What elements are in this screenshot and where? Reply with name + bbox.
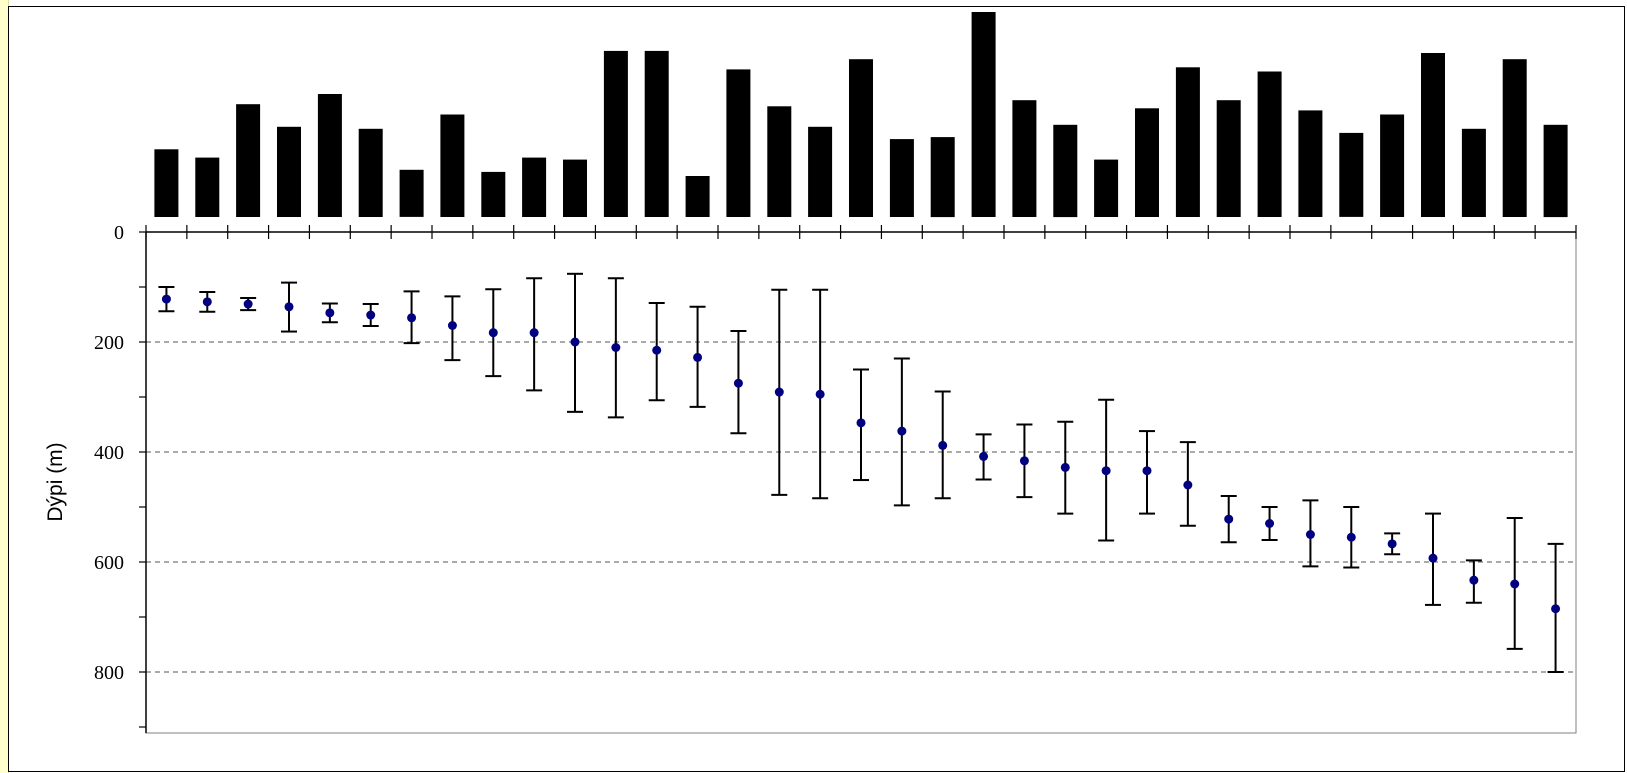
point-series xyxy=(161,294,1561,614)
axes: 0 200 400 600 800 xyxy=(94,222,1577,733)
data-point xyxy=(856,418,866,428)
bar xyxy=(195,157,220,217)
data-point xyxy=(1469,575,1479,585)
bar xyxy=(808,126,833,217)
data-point xyxy=(774,387,784,397)
bar xyxy=(358,128,383,217)
bar xyxy=(1339,132,1364,217)
data-point xyxy=(938,440,948,450)
bar xyxy=(277,126,301,217)
plot-border xyxy=(145,231,1577,734)
y-tick-label: 200 xyxy=(94,332,124,354)
data-point xyxy=(733,378,743,388)
bar xyxy=(1175,67,1200,217)
bar xyxy=(440,114,465,217)
bar xyxy=(1257,71,1282,217)
data-point xyxy=(407,313,417,323)
bar xyxy=(1216,100,1241,217)
bar xyxy=(849,59,873,218)
bar xyxy=(971,12,996,217)
bar xyxy=(603,50,628,218)
bar xyxy=(767,106,792,217)
y-tick-label: 600 xyxy=(94,552,124,574)
data-point xyxy=(325,308,335,318)
bar-series xyxy=(154,12,1568,218)
errorbar-series xyxy=(158,272,1564,673)
data-point xyxy=(611,343,621,352)
data-point xyxy=(1224,514,1234,524)
bar xyxy=(644,50,669,218)
bar xyxy=(1094,159,1119,217)
y-tick-label: 0 xyxy=(114,222,124,244)
data-point xyxy=(1387,539,1397,549)
y-tick-label: 800 xyxy=(94,662,124,684)
bar xyxy=(399,169,424,217)
data-point xyxy=(1060,462,1070,472)
bar xyxy=(236,104,261,217)
data-point xyxy=(1305,530,1315,539)
data-point xyxy=(1428,553,1438,563)
data-point xyxy=(693,352,703,362)
bar xyxy=(563,159,587,217)
bar xyxy=(317,94,342,217)
data-point xyxy=(1265,519,1275,528)
plot-area xyxy=(145,231,1577,734)
data-point xyxy=(1101,466,1111,476)
bar xyxy=(154,149,179,217)
bar xyxy=(930,137,955,218)
data-point xyxy=(488,328,498,338)
bar xyxy=(1298,110,1323,217)
data-point xyxy=(897,426,907,436)
bar xyxy=(889,139,914,217)
data-point xyxy=(570,337,580,347)
y-axis-title: Dýpi (m) xyxy=(44,442,67,521)
data-point xyxy=(1346,532,1356,542)
bar xyxy=(1543,124,1568,218)
data-point xyxy=(1142,466,1152,476)
data-point xyxy=(1183,480,1193,490)
data-point xyxy=(1551,604,1561,614)
data-point xyxy=(447,321,457,330)
data-point xyxy=(1019,456,1029,466)
bar xyxy=(1135,108,1159,217)
data-point xyxy=(815,389,825,399)
data-point xyxy=(979,451,989,461)
data-point xyxy=(529,328,539,338)
y-tick-label: 400 xyxy=(94,442,124,464)
data-point xyxy=(161,294,171,304)
data-point xyxy=(284,302,294,312)
data-point xyxy=(243,299,253,309)
bar xyxy=(726,69,751,218)
bar xyxy=(522,157,547,217)
bar xyxy=(1012,100,1037,217)
bar xyxy=(481,171,506,217)
bar xyxy=(1502,59,1527,218)
data-point xyxy=(1510,579,1520,589)
bar xyxy=(1421,53,1445,217)
bar xyxy=(685,176,710,217)
bar xyxy=(1053,124,1078,218)
bar xyxy=(1461,128,1486,217)
data-point xyxy=(366,310,376,320)
data-point xyxy=(652,345,662,355)
data-point xyxy=(202,297,212,307)
bar xyxy=(1380,114,1405,217)
